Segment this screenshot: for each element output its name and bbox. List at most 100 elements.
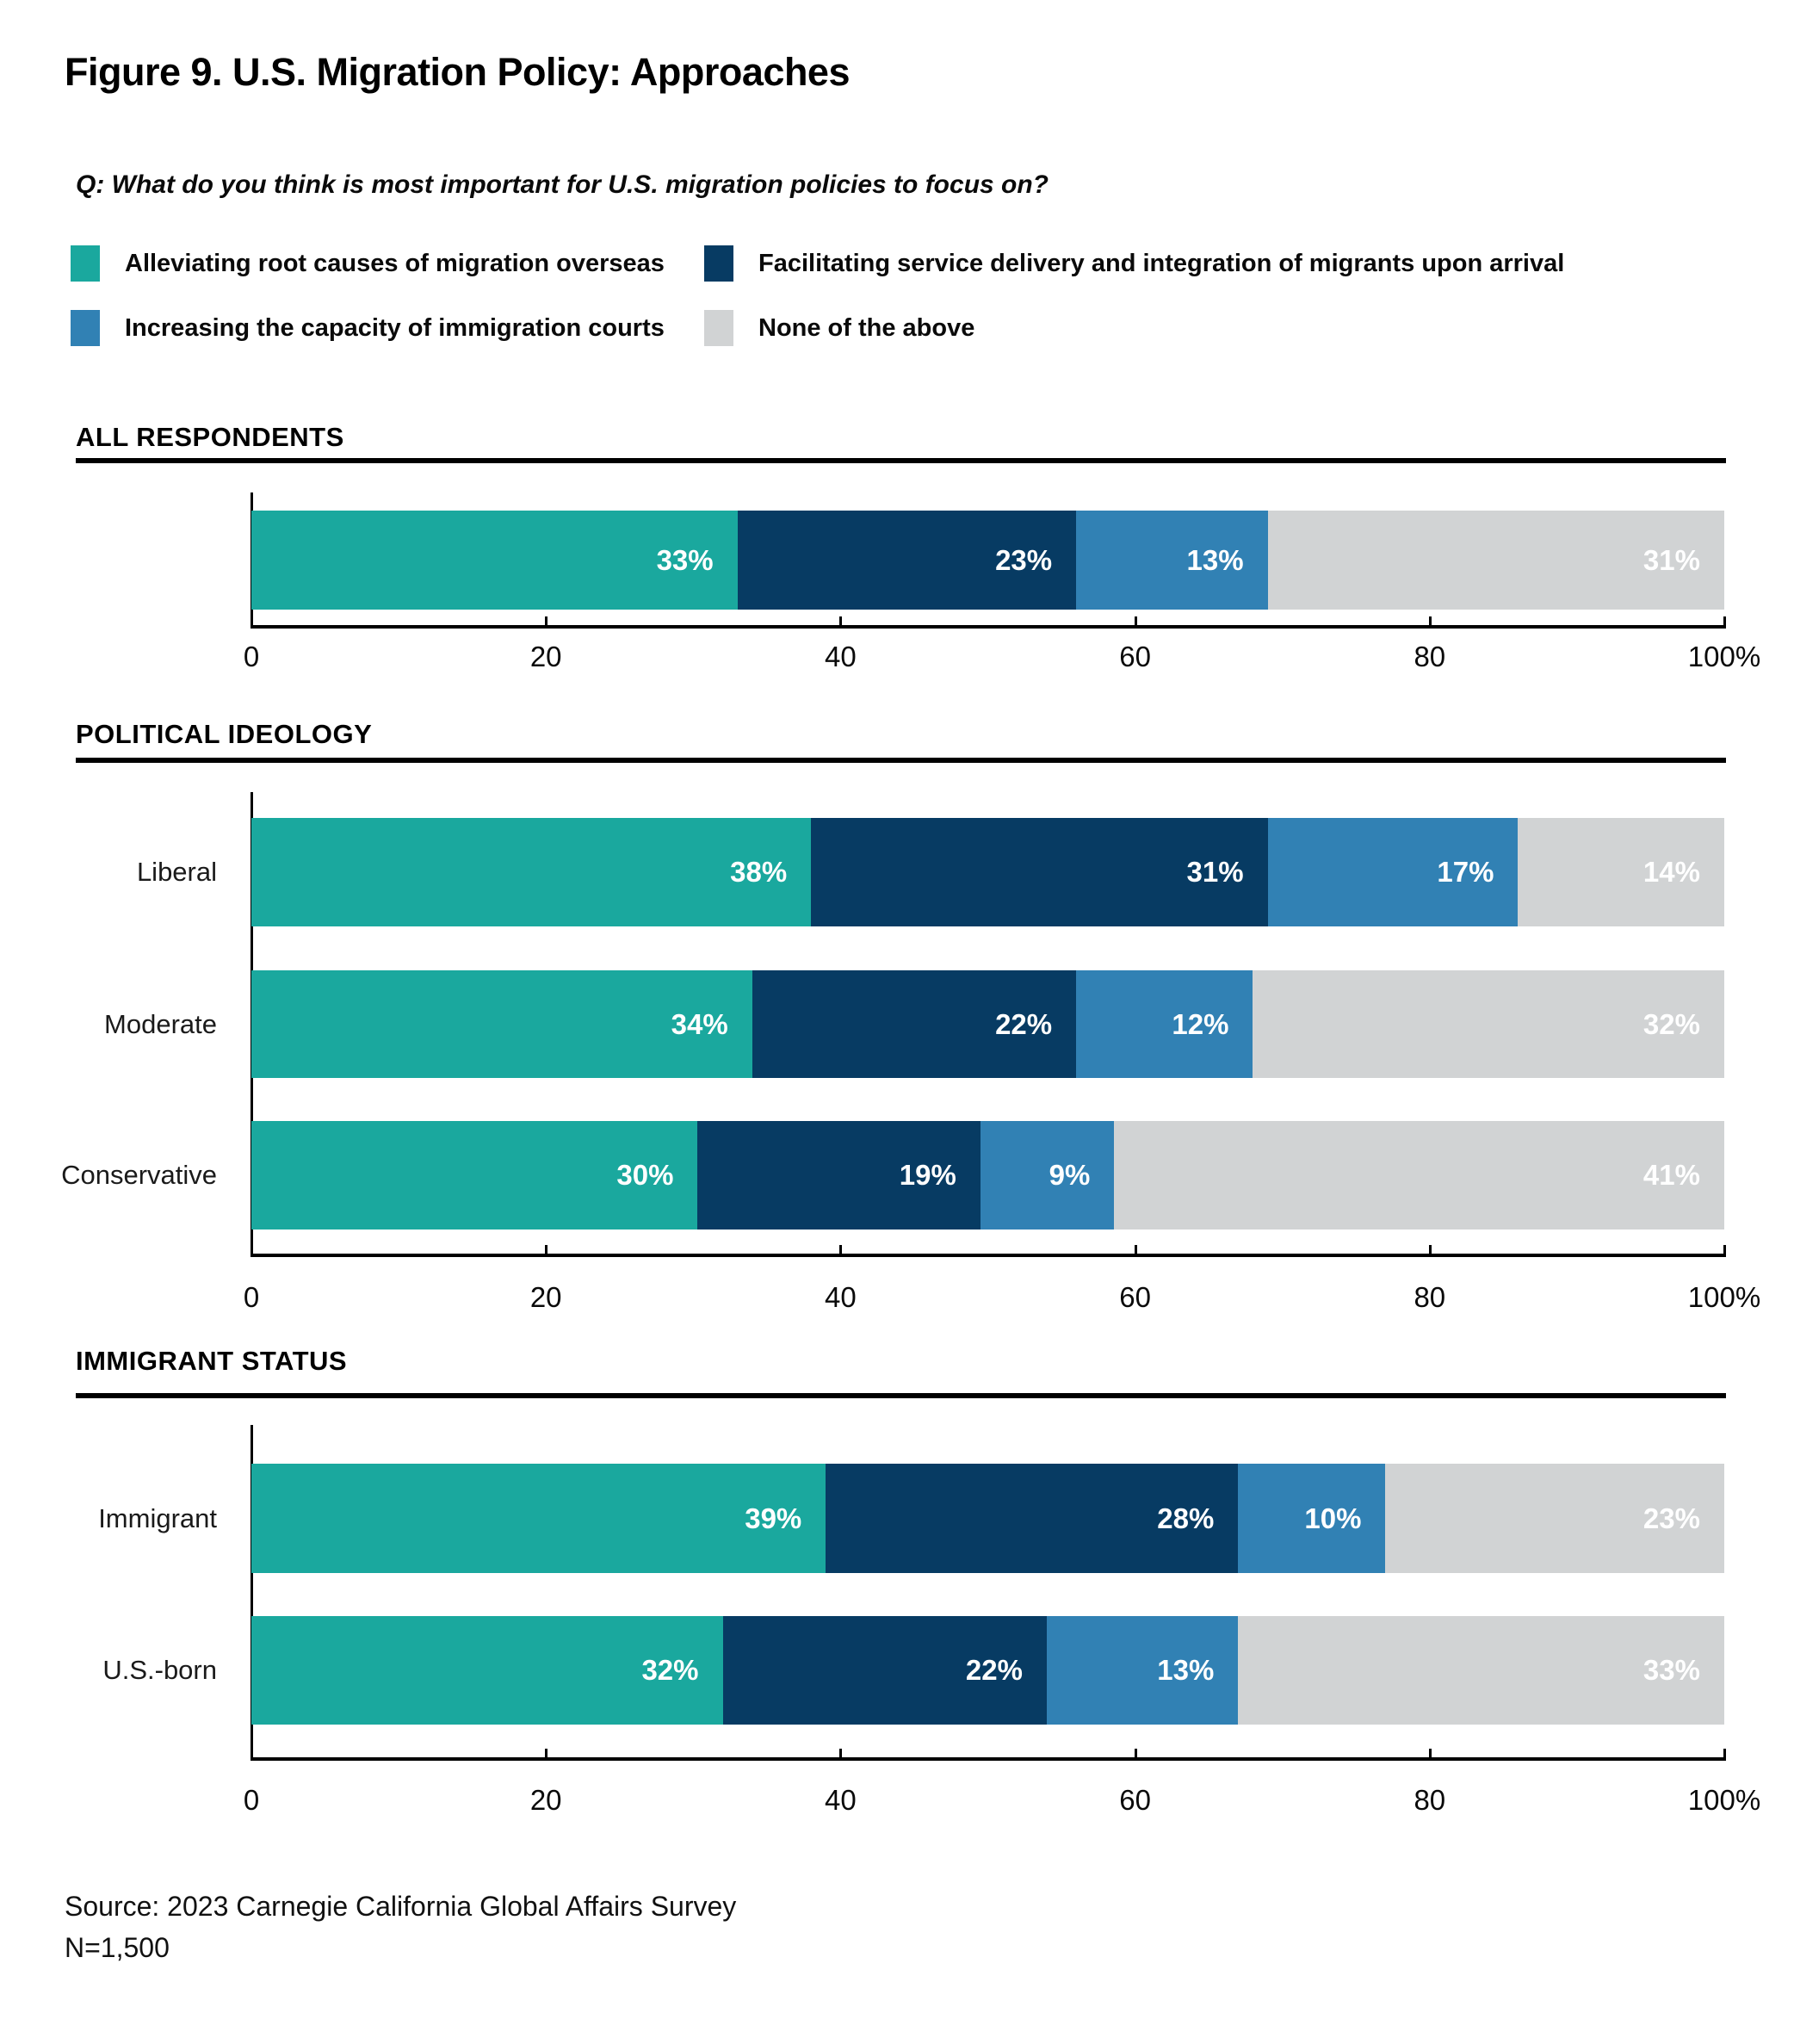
segment-value-label: 22% [965,1654,1023,1686]
legend-item: Increasing the capacity of immigration c… [71,310,704,346]
axis-tick-label: 40 [825,1784,857,1816]
category-label: U.S.-born [102,1655,217,1685]
axis-tick-label: 80 [1414,1784,1446,1816]
segment-value-label: 12% [1172,1007,1229,1040]
section-rule [76,1393,1726,1398]
segment-value-label: 34% [671,1007,728,1040]
axis-tick-label: 0 [243,641,260,672]
section-heading: POLITICAL IDEOLOGY [76,719,373,749]
axis-tick-label: 20 [529,1784,562,1816]
segment-value-label: 32% [1642,1007,1700,1040]
segment-value-label: 19% [899,1159,956,1191]
category-label: Liberal [136,857,217,887]
bar-segment: 13% [1076,511,1268,610]
bar-segment: 23% [1385,1464,1724,1573]
stacked-bar: 34% 22% 12% 32% [251,970,1724,1078]
figure-title: Figure 9. U.S. Migration Policy: Approac… [65,50,851,94]
source-note: Source: 2023 Carnegie California Global … [65,1891,737,1922]
segment-value-label: 30% [616,1159,674,1191]
legend-color-chip [704,310,733,346]
axis-tick-label: 60 [1119,1784,1151,1816]
bar-segment: 17% [1267,818,1519,926]
bar-segment: 9% [980,1121,1115,1229]
axis-tick-label: 40 [825,641,857,672]
segment-value-label: 23% [995,543,1053,576]
axis-tick [839,1749,843,1757]
bar-segment: 32% [251,1616,723,1725]
axis-tick [1723,1749,1726,1757]
bar-segment: 10% [1238,1464,1386,1573]
bar-segment: 34% [251,970,752,1078]
segment-value-label: 13% [1157,1654,1215,1686]
axis-tick-label: 100% [1687,641,1761,672]
axis-tick [1428,1245,1432,1254]
axis-tick-label: 100% [1687,1784,1761,1816]
axis-tick [1723,616,1726,625]
bar-segment: 14% [1518,818,1724,926]
bar-segment: 39% [251,1464,826,1573]
axis-tick-label: 100% [1687,1281,1761,1313]
category-label: Moderate [104,1008,217,1039]
segment-value-label: 23% [1642,1502,1700,1534]
segment-value-label: 17% [1437,856,1494,888]
axis-tick [545,616,548,625]
bar-segment: 28% [826,1464,1239,1573]
bar-segment: 31% [811,818,1268,926]
axis-tick [1428,616,1432,625]
axis-tick-label: 60 [1119,641,1151,672]
bar-segment: 19% [697,1121,981,1229]
x-axis-line [251,625,1726,629]
axis-tick [545,1749,548,1757]
stacked-bar: 33% 23% 13% 31% [251,511,1724,610]
legend-color-chip [71,310,100,346]
axis-tick-label: 80 [1414,1281,1446,1313]
segment-value-label: 39% [745,1502,802,1534]
segment-value-label: 32% [641,1654,699,1686]
axis-tick [1134,1245,1137,1254]
axis-tick-label: 80 [1414,641,1446,672]
segment-value-label: 31% [1186,856,1244,888]
segment-value-label: 22% [995,1007,1053,1040]
bar-segment: 41% [1114,1121,1724,1229]
bar-segment: 23% [737,511,1077,610]
bar-segment: 22% [722,1616,1047,1725]
bar-segment: 12% [1076,970,1253,1078]
axis-tick [545,1245,548,1254]
segment-value-label: 13% [1186,543,1244,576]
bar-segment: 33% [1238,1616,1724,1725]
legend-item: None of the above [704,310,1564,346]
axis-tick-label: 40 [825,1281,857,1313]
segment-value-label: 33% [1642,1654,1700,1686]
category-label: Immigrant [98,1502,217,1533]
segment-value-label: 9% [1049,1159,1091,1191]
bar-segment: 38% [251,818,812,926]
legend-label: Facilitating service delivery and integr… [758,249,1565,277]
bar-segment: 30% [251,1121,698,1229]
section-rule [76,758,1726,763]
bar-segment: 31% [1267,511,1724,610]
segment-value-label: 33% [656,543,714,576]
axis-tick [839,616,843,625]
legend-item: Alleviating root causes of migration ove… [71,245,704,282]
bar-segment: 33% [251,511,738,610]
segment-value-label: 10% [1304,1502,1362,1534]
legend-label: Increasing the capacity of immigration c… [125,313,665,342]
segment-value-label: 38% [730,856,788,888]
axis-tick [1134,616,1137,625]
axis-tick [1723,1245,1726,1254]
bar-segment: 32% [1253,970,1724,1078]
sample-size-note: N=1,500 [65,1932,170,1963]
section-heading: ALL RESPONDENTS [76,422,344,452]
axis-tick [839,1245,843,1254]
x-axis-line [251,1254,1726,1257]
legend-item: Facilitating service delivery and integr… [704,245,1564,282]
stacked-bar: 32% 22% 13% 33% [251,1616,1724,1725]
bar-segment: 13% [1046,1616,1239,1725]
stacked-bar: 30% 19% 9% 41% [251,1121,1724,1229]
segment-value-label: 28% [1157,1502,1215,1534]
legend-color-chip [71,245,100,282]
section-rule [76,458,1726,463]
x-axis-line [251,1757,1726,1761]
axis-tick-label: 0 [243,1281,260,1313]
